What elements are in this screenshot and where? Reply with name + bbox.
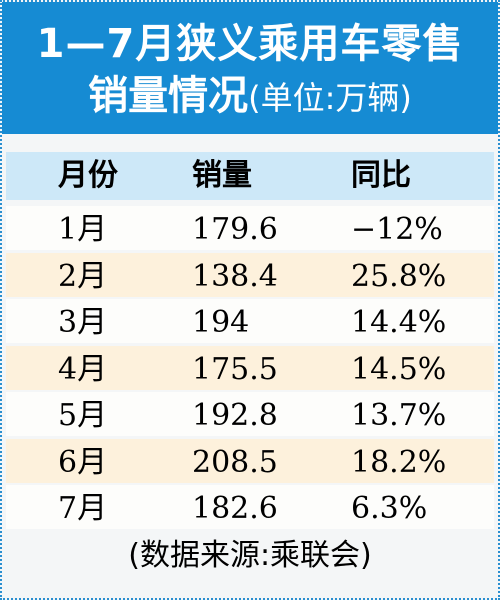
unit: (单位:万辆) <box>248 79 412 117</box>
table-cell: 182.6 <box>192 491 278 526</box>
subtitle-line: 销量情况(单位:万辆) <box>2 70 498 124</box>
table-row: 2月 138.4 25.8% <box>6 252 494 297</box>
table-cell: 179.6 <box>192 212 278 247</box>
column-header: 月份 销量 同比 <box>6 152 494 200</box>
table-cell: 25.8% <box>351 258 447 294</box>
table-cell: 3月 <box>58 305 108 340</box>
table-cell: 175.5 <box>192 351 278 387</box>
table-row: 3月 194 14.4% <box>6 299 494 343</box>
table-cell: 4月 <box>58 351 108 387</box>
table-cell: 5月 <box>58 398 108 433</box>
table-cell: 192.8 <box>192 398 278 433</box>
header: 1—7月狭义乘用车零售 销量情况(单位:万辆) <box>2 2 498 134</box>
table-cell: 6.3% <box>351 491 428 526</box>
table-row: 1月 179.6 −12% <box>6 206 494 250</box>
table-cell: 13.7% <box>351 398 447 433</box>
table-cell: 14.4% <box>351 305 447 340</box>
table-row: 5月 192.8 13.7% <box>6 392 494 436</box>
table-cell: 7月 <box>58 491 108 526</box>
table-cell: 14.5% <box>351 351 447 387</box>
table-cell: 138.4 <box>192 258 278 294</box>
table-cell: 18.2% <box>351 444 447 480</box>
column-label: 销量 <box>192 158 252 193</box>
table-cell: 2月 <box>58 258 108 294</box>
table-cell: 1月 <box>58 212 108 247</box>
title: 1—7月狭义乘用车零售 <box>36 21 464 67</box>
table-row: 6月 208.5 18.2% <box>6 438 494 483</box>
source: (数据来源:乘联会) <box>128 538 372 573</box>
table-row: 4月 175.5 14.5% <box>6 345 494 390</box>
table-cell: 194 <box>192 305 250 340</box>
table-cell: 208.5 <box>192 444 278 480</box>
table-cell: −12% <box>351 212 443 247</box>
column-label: 同比 <box>351 158 411 193</box>
column-label: 月份 <box>58 158 118 193</box>
subtitle: 销量情况 <box>88 73 249 119</box>
table-row: 7月 182.6 6.3% <box>6 485 494 529</box>
table-cell: 6月 <box>58 444 108 480</box>
